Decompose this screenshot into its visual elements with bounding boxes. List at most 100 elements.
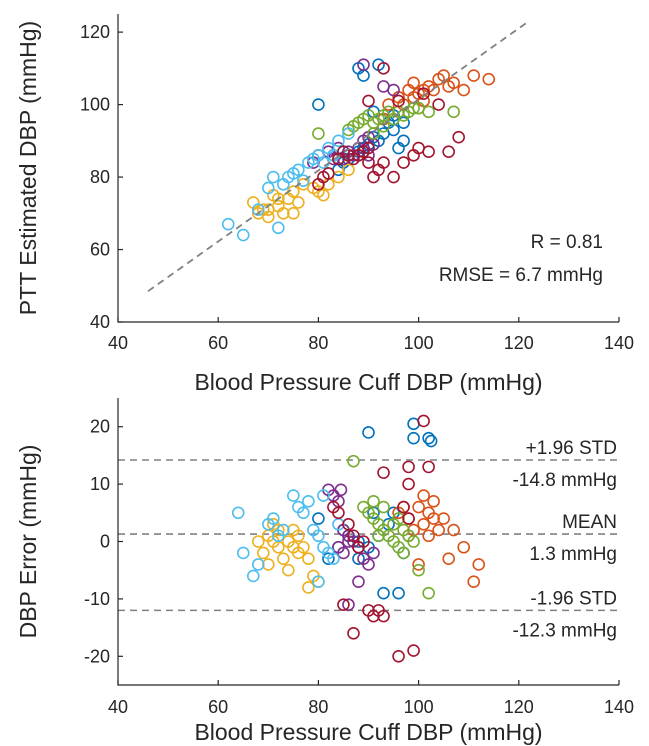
y-tick-label: 120 [80,22,110,42]
data-point [342,163,355,177]
data-point [412,558,425,571]
x-tick-label: 60 [208,333,228,353]
y-axis-label-top: PTT Estimated DBP (mmHg) [15,21,41,315]
x-axis-label-top: Blood Pressure Cuff DBP (mmHg) [194,369,542,395]
data-point [377,62,390,75]
data-point [407,76,420,90]
lower-limit-value: -12.3 mmHg [512,620,617,641]
correlation-annotation: R = 0.81 [531,232,603,253]
x-tick-label: 80 [308,333,328,353]
data-point [424,434,438,448]
data-point [317,489,330,502]
data-point [442,552,455,566]
data-point [231,506,245,520]
data-point [472,558,486,571]
data-point [412,563,425,577]
tick-marks-top [117,31,620,323]
data-point [422,529,435,543]
data-point [422,586,435,600]
data-point [467,69,481,82]
data-point [287,489,300,502]
data-point [256,546,270,560]
data-point [236,546,250,560]
data-point [432,523,445,537]
data-point [417,517,430,531]
data-point [312,529,325,543]
data-point [267,170,280,184]
data-point [392,649,405,663]
data-point [377,586,390,600]
upper-limit-value: -14.8 mmHg [512,470,617,491]
data-point [236,228,250,242]
data-point [407,535,420,548]
data-point [397,500,410,514]
data-point [372,529,385,543]
data-point [342,127,355,140]
data-point [261,210,275,224]
data-point [277,206,290,220]
data-point [292,196,305,209]
data-point [261,558,275,571]
data-point [452,130,465,144]
data-point [297,506,310,520]
data-point [267,512,280,525]
y-tick-label: 100 [80,95,110,115]
x-tick-label: 60 [208,697,228,717]
data-point [412,500,425,514]
data-point [342,123,355,137]
data-point [377,609,390,623]
x-tick-label: 120 [504,333,534,353]
bland-altman-plot: 40 60 80 100 120 140 -20 -10 0 10 20 Blood Pressur… [15,398,634,745]
data-point [447,523,460,537]
data-point [337,546,350,560]
data-point [417,489,430,502]
data-point [272,523,285,537]
data-point [251,558,265,571]
data-point [312,127,325,140]
data-point [352,575,365,588]
data-point [342,517,355,531]
data-point [347,529,360,543]
data-point [347,454,360,468]
data-point [277,523,290,537]
data-point [427,495,440,508]
data-point [362,156,375,169]
data-point [317,170,330,184]
data-point [377,156,390,169]
data-point [332,506,345,520]
mean-value: 1.3 mmHg [529,544,617,565]
data-point [362,426,375,439]
data-point [292,529,305,543]
data-point [362,141,375,155]
data-point [377,500,390,514]
scatter-marks-bottom [231,414,486,663]
x-tick-label: 40 [108,697,128,717]
data-point [387,170,400,184]
data-point [387,83,400,97]
data-point [362,94,375,108]
data-point [417,87,430,101]
data-point [397,523,410,537]
data-point [407,644,420,657]
data-point [357,535,370,548]
data-point [402,477,415,491]
identity-reference-line [147,20,530,292]
data-point [272,221,285,235]
x-axis-label-bottom: Blood Pressure Cuff DBP (mmHg) [194,719,542,745]
data-point [312,98,325,111]
data-point [397,156,410,169]
data-point [246,569,260,583]
data-point [392,512,405,525]
data-point [427,512,440,525]
data-point [367,127,380,140]
data-point [362,558,375,571]
data-point [342,598,355,611]
data-point [392,586,405,600]
data-point [312,512,325,525]
x-tick-label: 140 [604,333,634,353]
data-point [347,627,360,640]
y-tick-label: 10 [90,474,110,494]
y-tick-label: 40 [90,312,110,332]
data-point [402,460,415,474]
data-point [437,512,450,525]
